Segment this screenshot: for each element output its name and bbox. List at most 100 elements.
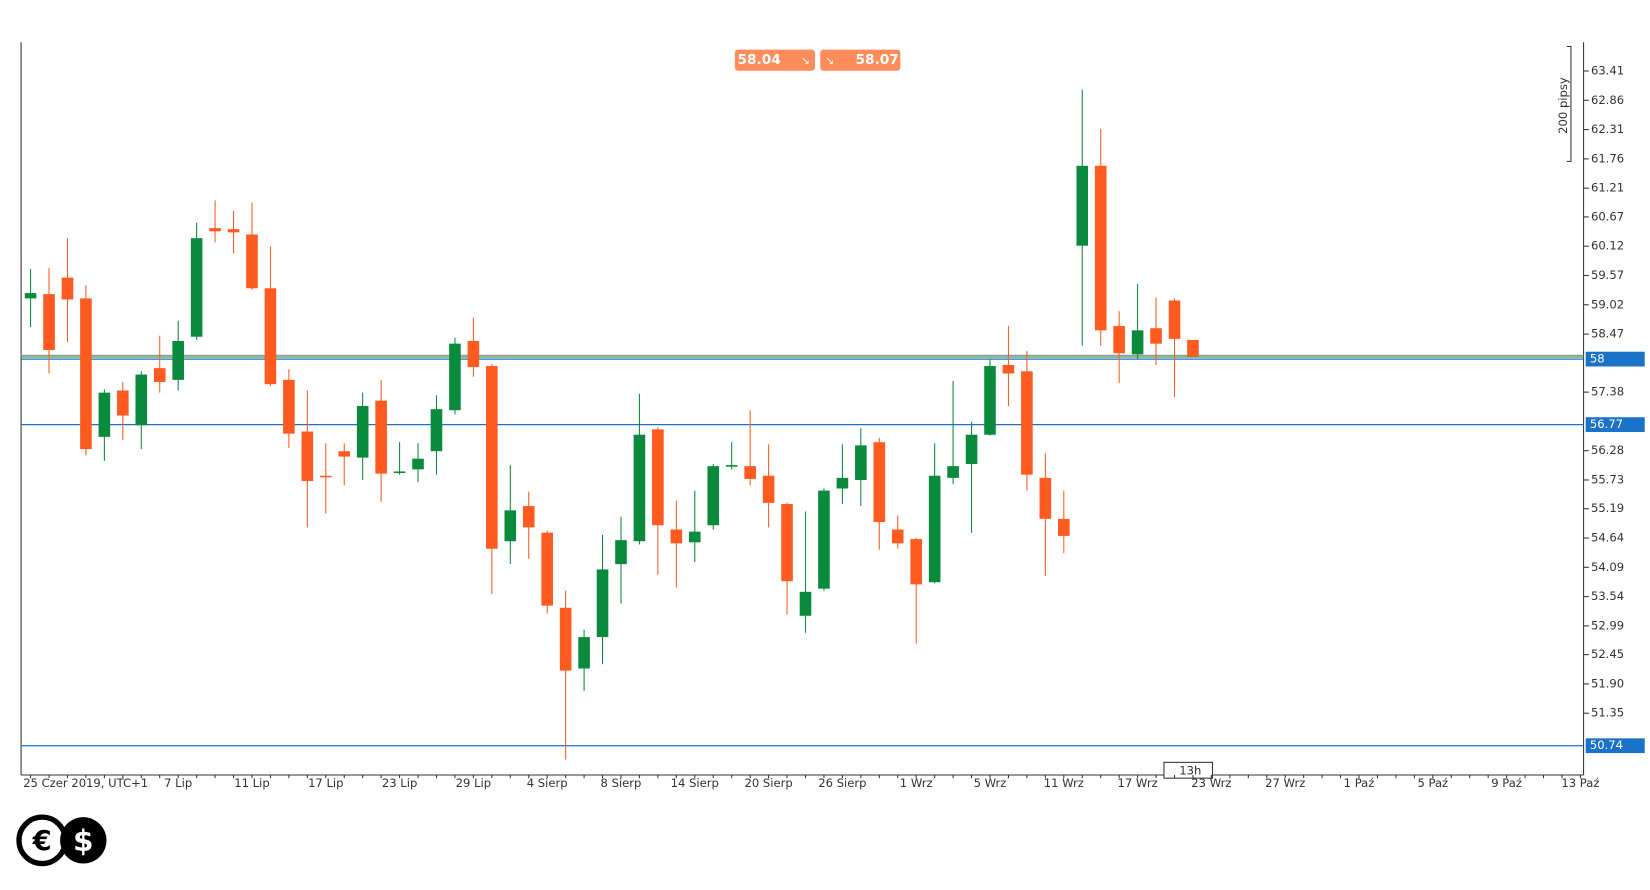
candle-body	[467, 340, 480, 368]
candle-body	[836, 477, 849, 489]
candle-body	[486, 366, 498, 549]
candle-body	[227, 229, 240, 233]
y-tick-label: 62.86	[1591, 93, 1624, 107]
candle-body	[891, 529, 904, 544]
candle-body	[24, 293, 37, 299]
level-label-box	[1585, 417, 1645, 432]
candle-body	[1021, 371, 1033, 475]
x-tick-label: 23 Wrz	[1191, 776, 1231, 790]
candle-body	[652, 429, 664, 526]
y-tick-label: 55.73	[1591, 472, 1624, 486]
y-tick-label: 60.12	[1591, 239, 1624, 253]
x-tick-label: 1 Wrz	[900, 776, 933, 790]
candle-body	[209, 228, 221, 232]
y-tick-label: 51.90	[1591, 676, 1624, 690]
candle-body	[947, 466, 959, 478]
candle-body	[781, 503, 793, 582]
x-tick-label: 23 Lip	[382, 776, 417, 790]
y-tick-label: 54.09	[1591, 560, 1624, 574]
candle-body	[1002, 364, 1015, 374]
buy-button[interactable]	[820, 49, 901, 71]
sell-button[interactable]	[734, 49, 815, 71]
candle-body	[117, 390, 129, 416]
candle-body	[596, 569, 609, 638]
y-tick-label: 61.21	[1591, 181, 1624, 195]
candle-body	[744, 466, 756, 479]
candle-body	[264, 288, 277, 385]
candle-body	[61, 277, 74, 300]
x-tick-label: 5 Paź	[1417, 776, 1448, 790]
candle-body	[541, 532, 553, 606]
y-tick-label: 60.67	[1591, 209, 1624, 223]
candle-body	[1131, 330, 1144, 355]
level-label: 50.74	[1590, 738, 1623, 752]
x-tick-label: 20 Sierp	[744, 776, 792, 790]
x-tick-label: 11 Wrz	[1044, 776, 1084, 790]
candle-body	[1150, 328, 1162, 344]
logo-text: $	[73, 824, 94, 858]
candle-body	[246, 234, 258, 289]
x-tick-label: 26 Sierp	[818, 776, 866, 790]
candle-body	[1094, 165, 1107, 331]
candle-body	[1187, 339, 1199, 357]
x-tick-label: 4 Sierp	[527, 776, 568, 790]
candle-body	[190, 238, 203, 337]
candle-body	[283, 379, 295, 434]
candle-body	[449, 343, 461, 411]
level-label-box	[1585, 738, 1645, 754]
x-tick-label: 5 Wrz	[974, 776, 1007, 790]
x-tick-label: 1 Paź	[1344, 776, 1375, 790]
x-tick-label: 14 Sierp	[671, 776, 719, 790]
candle-body	[522, 506, 535, 528]
candle-body	[1039, 477, 1052, 519]
candle-body	[559, 607, 572, 671]
y-tick-label: 51.35	[1591, 706, 1624, 720]
candle-body	[80, 298, 92, 450]
x-tick-label: 9 Paź	[1491, 776, 1522, 790]
candle-body	[984, 366, 996, 435]
candle-body	[1058, 518, 1070, 536]
candle-body	[965, 434, 978, 465]
timeframe-box	[1163, 761, 1213, 779]
candle-body	[578, 637, 590, 669]
candle-body	[172, 340, 184, 380]
candle-body	[153, 368, 166, 383]
candle-body	[43, 294, 55, 351]
candle-body	[818, 490, 830, 589]
y-tick-label: 54.64	[1591, 531, 1624, 545]
y-tick-label: 57.38	[1591, 385, 1624, 399]
candle-body	[910, 539, 922, 585]
scale-label: 200 pipsy	[1556, 77, 1570, 134]
y-tick-label: 61.76	[1591, 151, 1624, 165]
x-tick-label: 13 Paź	[1561, 776, 1599, 790]
candle-body	[855, 445, 867, 480]
candle-body	[725, 465, 738, 467]
timeframe: 13h	[1179, 763, 1201, 777]
candle-body	[707, 466, 720, 526]
candle-body	[1168, 300, 1181, 339]
y-tick-label: 56.28	[1591, 443, 1624, 457]
candle-body	[1076, 165, 1089, 246]
buy-price[interactable]: 58.07	[856, 52, 899, 68]
x-tick-label: 17 Wrz	[1118, 776, 1158, 790]
candle-body	[338, 451, 351, 457]
logo-text: €	[32, 826, 52, 857]
candle-body	[301, 431, 314, 482]
candle-body	[430, 409, 443, 452]
x-tick-label: 8 Sierp	[601, 776, 642, 790]
arrow-icon: ↘	[825, 55, 834, 67]
y-tick-label: 52.45	[1591, 647, 1624, 661]
candle-body	[412, 458, 424, 470]
candle-body	[670, 529, 683, 544]
candle-body	[98, 392, 111, 437]
y-tick-label: 59.57	[1591, 268, 1624, 282]
logo-circle	[60, 817, 107, 864]
y-tick-label: 62.31	[1591, 122, 1624, 136]
x-tick-label: 29 Lip	[456, 776, 491, 790]
sell-price[interactable]: 58.04	[737, 52, 780, 68]
candle-body	[688, 531, 701, 543]
x-tick-label: 27 Wrz	[1265, 776, 1305, 790]
candle-body	[762, 475, 775, 503]
